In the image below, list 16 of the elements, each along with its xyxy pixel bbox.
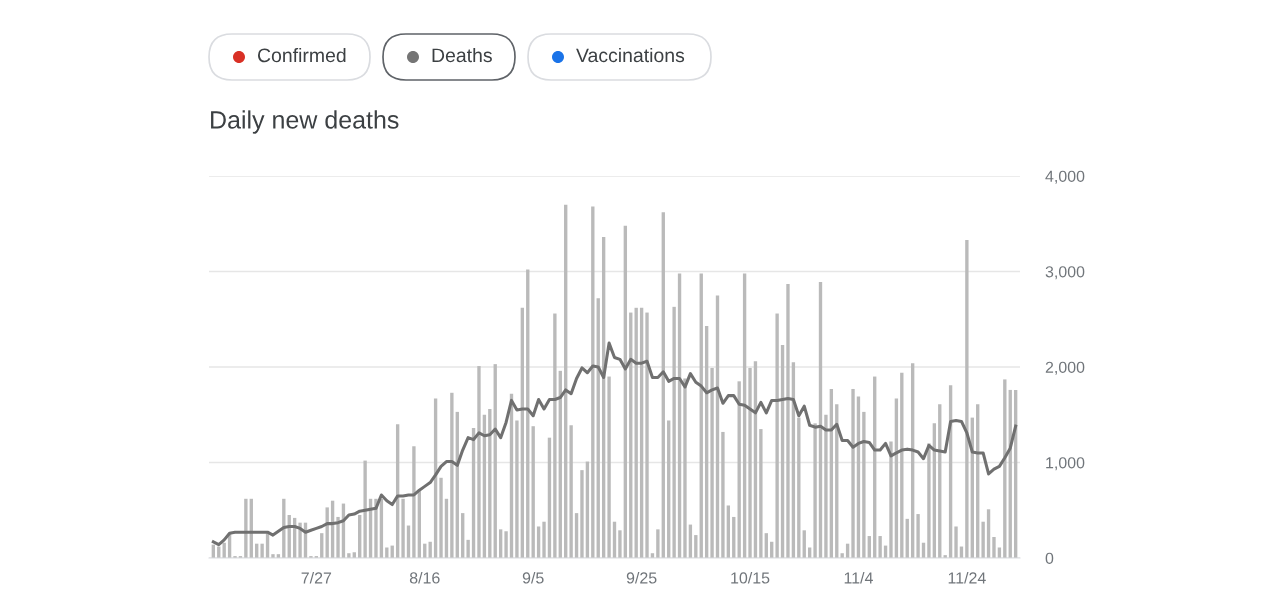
x-tick-label: 9/25	[626, 571, 657, 584]
y-tick-label: 2,000	[1045, 361, 1085, 375]
x-tick-label: 8/16	[409, 571, 440, 584]
y-tick-label: 0	[1045, 552, 1054, 564]
x-tick-label: 11/24	[948, 571, 986, 584]
y-tick-label: 1,000	[1046, 457, 1085, 471]
x-tick-label: 11/4	[844, 571, 873, 584]
text: Confirmed	[257, 47, 346, 63]
chart-title: Daily new deaths	[211, 110, 399, 134]
x-tick-label: 7/27	[301, 571, 332, 584]
x-tick-label: 9/5	[522, 571, 544, 584]
x-tick-label: 10/15	[731, 571, 770, 584]
text: Deaths	[432, 47, 492, 63]
y-tick-label: 4,000	[1045, 170, 1085, 184]
y-tick-label: 3,000	[1045, 266, 1085, 280]
text: Vaccinations	[576, 47, 685, 63]
